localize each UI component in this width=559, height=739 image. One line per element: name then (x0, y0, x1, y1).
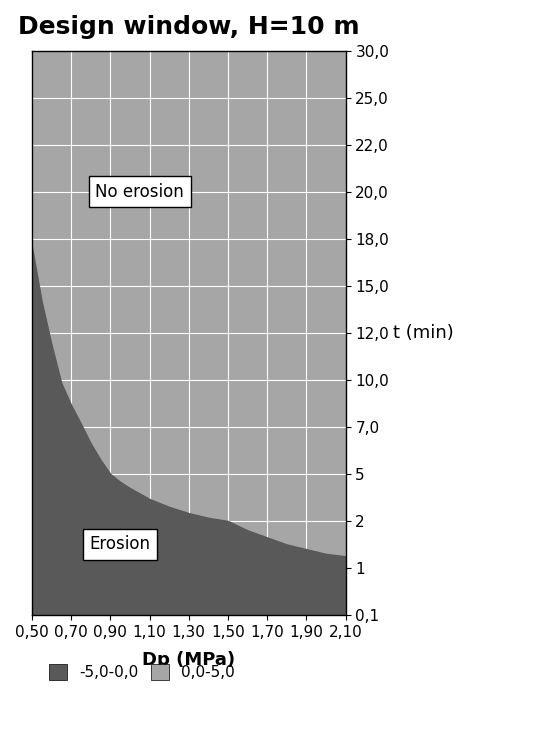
Y-axis label: t (min): t (min) (392, 324, 453, 342)
X-axis label: Dp (MPa): Dp (MPa) (142, 651, 235, 669)
Legend: -5,0-0,0, 0,0-5,0: -5,0-0,0, 0,0-5,0 (42, 658, 241, 687)
Title: Design window, H=10 m: Design window, H=10 m (18, 15, 359, 39)
Text: No erosion: No erosion (96, 183, 184, 201)
Text: Erosion: Erosion (89, 536, 150, 554)
